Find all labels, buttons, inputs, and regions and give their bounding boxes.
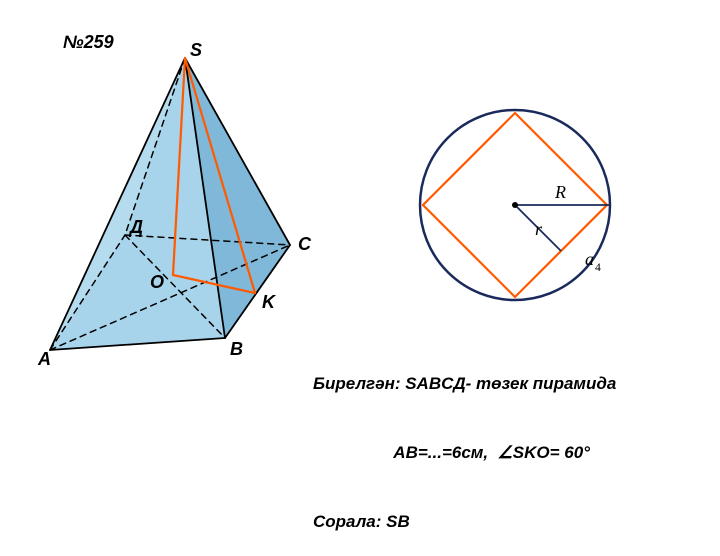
vertex-label-O: O <box>150 272 164 292</box>
given-line-3: Сорала: SB <box>313 511 616 534</box>
inscribed-square-diagram: Rr a4 <box>400 90 630 320</box>
vertex-label-S: S <box>190 40 202 60</box>
given-block: Бирелгән: SABCД- төзек пирамида АВ=...=6… <box>313 327 616 556</box>
vertex-label-K: K <box>262 292 277 312</box>
vertex-label-A: A <box>37 349 51 369</box>
vertex-label-C: C <box>298 234 312 254</box>
given-line-2: АВ=...=6см, ∠SKO= 60° <box>313 442 616 465</box>
label-a4-sub: 4 <box>595 261 601 274</box>
page: { "problem_number": "№259", "problem_num… <box>0 0 720 540</box>
label-a4: a <box>585 249 594 269</box>
label-r: r <box>535 219 543 239</box>
pyramid-diagram: A B C Д S O K <box>30 40 330 370</box>
label-R: R <box>554 182 566 202</box>
given-line-1: Бирелгән: SABCД- төзек пирамида <box>313 373 616 396</box>
center-dot <box>512 202 518 208</box>
vertex-label-Д: Д <box>128 217 143 237</box>
vertex-label-B: B <box>230 339 243 359</box>
